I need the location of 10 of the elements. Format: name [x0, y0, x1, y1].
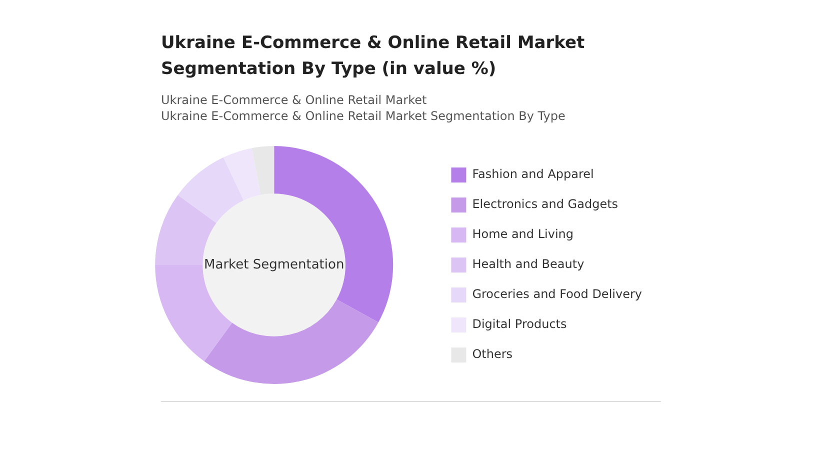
legend-label: Fashion and Apparel [472, 167, 594, 182]
legend-label: Health and Beauty [472, 257, 584, 272]
legend-label: Others [472, 347, 513, 362]
text: Market Segmentation [204, 257, 344, 272]
chart-title: Ukraine E-Commerce & Online Retail Market Segmentation By Type (in value %) [161, 32, 586, 81]
chart-subtitle: Ukraine E-Commerce & Online Retail Market Ukraine E-Commerce & Online Retail Market Segmentation By Type [161, 92, 566, 124]
legend-label: Home and Living [472, 227, 574, 242]
legend-label: Groceries and Food Delivery [472, 287, 642, 302]
legend-label: Digital Products [472, 317, 567, 332]
legend-label: Electronics and Gadgets [472, 197, 618, 212]
